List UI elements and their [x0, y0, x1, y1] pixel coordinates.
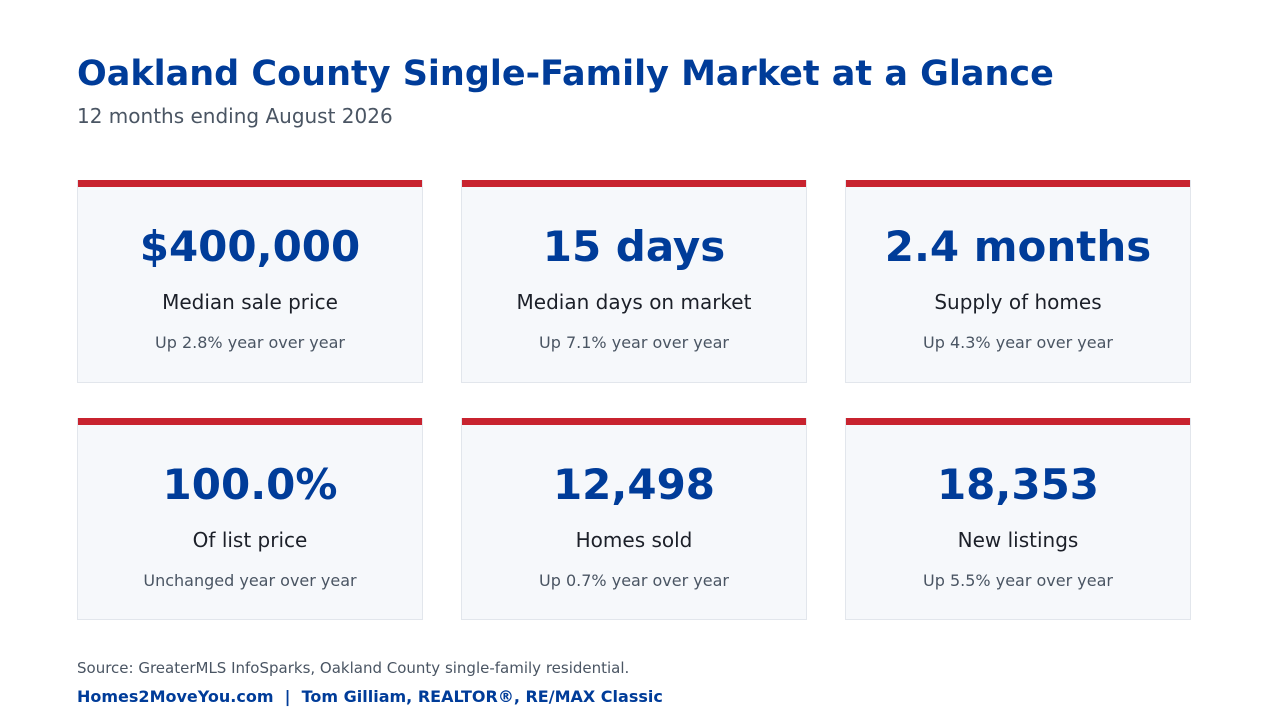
- stat-card-median-sale-price: $400,000 Median sale price Up 2.8% year …: [77, 180, 423, 383]
- card-accent-bar: [846, 180, 1190, 187]
- stat-value: 15 days: [542, 222, 726, 271]
- source-note: Source: GreaterMLS InfoSparks, Oakland C…: [77, 659, 630, 677]
- stat-change: Up 7.1% year over year: [539, 333, 729, 352]
- stat-card-supply-of-homes: 2.4 months Supply of homes Up 4.3% year …: [845, 180, 1191, 383]
- stat-card-homes-sold: 12,498 Homes sold Up 0.7% year over year: [461, 418, 807, 620]
- card-accent-bar: [78, 180, 422, 187]
- stat-change: Unchanged year over year: [143, 571, 357, 590]
- stat-label: Of list price: [192, 528, 308, 552]
- stat-change: Up 5.5% year over year: [923, 571, 1113, 590]
- stat-value: 2.4 months: [884, 222, 1152, 271]
- stats-grid: $400,000 Median sale price Up 2.8% year …: [77, 180, 1191, 620]
- stat-label: Homes sold: [575, 528, 693, 552]
- card-accent-bar: [78, 418, 422, 425]
- stat-label: Median sale price: [162, 290, 338, 314]
- stat-label: New listings: [957, 528, 1079, 552]
- stat-label: Supply of homes: [934, 290, 1102, 314]
- stat-value: 18,353: [936, 460, 1100, 509]
- stat-change: Up 0.7% year over year: [539, 571, 729, 590]
- stat-value: $400,000: [139, 222, 361, 271]
- stat-label: Median days on market: [516, 290, 752, 314]
- stat-value: 100.0%: [162, 460, 338, 509]
- card-accent-bar: [462, 180, 806, 187]
- stat-change: Up 2.8% year over year: [155, 333, 345, 352]
- stat-change: Up 4.3% year over year: [923, 333, 1113, 352]
- stat-card-median-days-on-market: 15 days Median days on market Up 7.1% ye…: [461, 180, 807, 383]
- card-accent-bar: [462, 418, 806, 425]
- page-subtitle: 12 months ending August 2026: [77, 104, 393, 128]
- page-title: Oakland County Single-Family Market at a…: [77, 54, 1054, 94]
- stat-value: 12,498: [552, 460, 716, 509]
- card-accent-bar: [846, 418, 1190, 425]
- footer-credit: Homes2MoveYou.com | Tom Gilliam, REALTOR…: [77, 687, 663, 706]
- stat-card-of-list-price: 100.0% Of list price Unchanged year over…: [77, 418, 423, 620]
- stat-card-new-listings: 18,353 New listings Up 5.5% year over ye…: [845, 418, 1191, 620]
